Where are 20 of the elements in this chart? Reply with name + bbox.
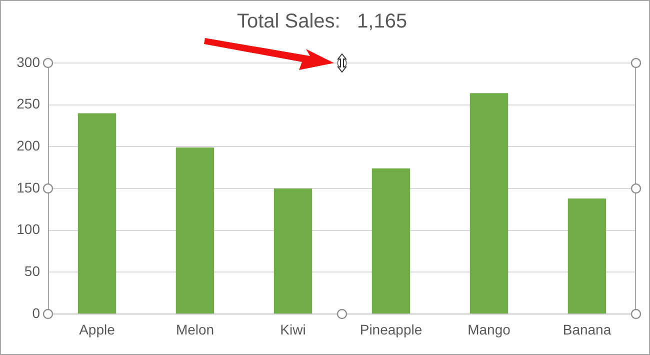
x-tick-label: Apple xyxy=(79,321,116,338)
x-tick-label: Mango xyxy=(468,321,511,338)
y-tick-label: 100 xyxy=(16,221,40,238)
y-tick-label: 300 xyxy=(16,54,40,70)
y-tick-label: 200 xyxy=(16,138,40,154)
x-tick-label: Kiwi xyxy=(280,321,306,338)
x-tick-label: Melon xyxy=(176,321,214,338)
bar xyxy=(372,168,410,314)
y-tick-label: 50 xyxy=(24,263,40,280)
bar xyxy=(568,198,606,314)
x-tick-label: Banana xyxy=(562,321,612,338)
bar xyxy=(274,188,312,314)
y-tick-label: 250 xyxy=(16,96,40,112)
bar xyxy=(78,113,116,314)
y-tick-label: 0 xyxy=(32,304,40,321)
bar xyxy=(470,93,508,314)
chart-title: Total Sales: 1,165 xyxy=(236,10,408,33)
bar xyxy=(176,148,214,314)
y-tick-label: 150 xyxy=(16,179,40,196)
x-tick-label: Pineapple xyxy=(360,321,422,338)
